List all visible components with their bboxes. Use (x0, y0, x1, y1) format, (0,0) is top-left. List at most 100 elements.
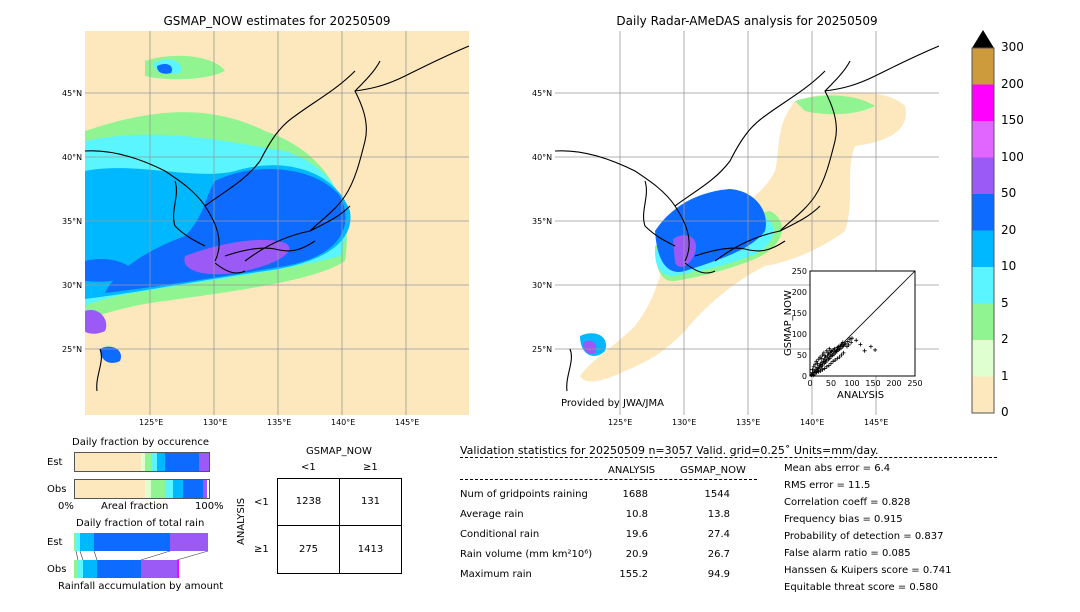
validation-row-gsmap: 27.4 (707, 529, 730, 540)
scatter-point (821, 359, 826, 364)
validation-row-analysis: 155.2 (619, 569, 648, 580)
scatter-point (816, 369, 821, 374)
scatter-diagonal (809, 270, 916, 377)
total-rain-caption: Rainfall accumulation by amount (58, 581, 224, 592)
colorbar-label: 100 (1001, 149, 1024, 164)
validation-score: Hanssen & Kuipers score = 0.741 (784, 565, 952, 576)
scatter-point (834, 348, 839, 353)
validation-row-analysis: 1688 (622, 489, 648, 500)
left-map-title: GSMAP_NOW estimates for 20250509 (163, 14, 391, 28)
colorbar-segment (972, 267, 994, 304)
validation-score: Frequency bias = 0.915 (784, 514, 903, 525)
contingency-value-22: 1413 (357, 544, 384, 555)
scatter-ytick: 50 (797, 351, 807, 360)
colorbar (971, 30, 995, 414)
colorbar-segment (972, 157, 994, 195)
colorbar-extend-arrow (972, 30, 994, 48)
colorbar-label: 50 (1001, 186, 1017, 200)
scatter-point (849, 340, 854, 345)
occurrence-axis-left: 0% (58, 501, 74, 512)
scatter-point (815, 361, 820, 366)
left-lon-135: 135°E (267, 418, 292, 427)
validation-col-rule (460, 479, 757, 480)
validation-score: Mean abs error = 6.4 (784, 463, 891, 474)
colorbar-segment (972, 340, 994, 377)
scatter-point (826, 350, 831, 355)
scatter-point (822, 366, 827, 371)
validation-row-label: Average rain (460, 509, 524, 520)
scatter-point (843, 341, 848, 346)
right-lat-25: 25°N (532, 345, 553, 354)
validation-row-gsmap: 1544 (704, 489, 730, 500)
validation-col-gsmap: GSMAP_NOW (680, 465, 746, 476)
validation-row-gsmap: 94.9 (707, 569, 730, 580)
scatter-xtick: 0 (807, 379, 812, 388)
scatter-ytick: 250 (792, 267, 807, 276)
contingency-row-ge: ≥1 (254, 544, 269, 555)
scatter-point (829, 361, 833, 366)
scatter-point (824, 364, 829, 369)
scatter-point (816, 357, 821, 362)
scatter-point (858, 342, 863, 347)
validation-row-label: Num of gridpoints raining (460, 489, 588, 500)
validation-row-label: Conditional rain (460, 529, 540, 540)
colorbar-label: 150 (1001, 113, 1024, 127)
scatter-point (873, 347, 878, 352)
scatter-ylabel: GSMAP_NOW (783, 290, 794, 356)
scatter-xtick: 100 (844, 379, 859, 388)
scatter-point (846, 342, 851, 347)
validation-score: Correlation coeff = 0.828 (784, 497, 911, 508)
left-lon-145: 145°E (395, 418, 420, 427)
contingency-col-lt: <1 (301, 462, 316, 473)
total-rain-title: Daily fraction of total rain (76, 518, 205, 529)
scatter-point (845, 339, 850, 344)
scatter-point (823, 353, 828, 358)
colorbar-label: 20 (1001, 222, 1017, 237)
colorbar-label: 2 (1001, 332, 1009, 346)
scatter-point (826, 363, 831, 368)
colorbar-label: 200 (1001, 76, 1024, 91)
total-rain-row-obs: Obs (47, 564, 67, 575)
scatter-point (820, 353, 825, 357)
colorbar-segment (972, 303, 994, 341)
scatter-ytick: 200 (792, 288, 807, 297)
scatter-ytick: 0 (802, 372, 807, 381)
validation-score: RMS error = 11.5 (784, 480, 871, 491)
validation-col-analysis: ANALYSIS (608, 465, 656, 476)
scatter-point (827, 346, 832, 351)
scatter-point (814, 359, 819, 364)
scatter-point (833, 358, 838, 363)
scatter-point (831, 359, 836, 364)
right-map-title: Daily Radar-AMeDAS analysis for 20250509 (616, 14, 878, 28)
occurrence-row-obs: Obs (47, 484, 67, 495)
occurrence-bar-obs (74, 479, 210, 499)
scatter-ytick: 100 (792, 330, 807, 339)
validation-row-gsmap: 13.8 (707, 509, 730, 520)
scatter-point (820, 367, 825, 372)
validation-row-gsmap: 26.7 (707, 549, 730, 560)
scatter-point (850, 336, 854, 341)
colorbar-segment (972, 84, 994, 122)
right-lon-135: 135°E (736, 418, 761, 427)
scatter-point (824, 348, 829, 353)
scatter-xlabel: ANALYSIS (837, 390, 885, 401)
scatter-point (818, 368, 823, 373)
colorbar-segment (972, 194, 994, 231)
contingency-value-21: 275 (298, 544, 319, 555)
validation-row-analysis: 20.9 (625, 549, 648, 560)
scatter-point (811, 364, 816, 369)
scatter-xtick: 50 (826, 379, 836, 388)
left-lon-130: 130°E (203, 418, 228, 427)
colorbar-segment (972, 376, 994, 414)
validation-row-label: Rain volume (mm km²10⁶) (460, 549, 593, 560)
colorbar-segment (972, 230, 994, 268)
left-lon-140: 140°E (331, 418, 356, 427)
contingency-row-lt: <1 (254, 497, 269, 508)
left-lat-40: 40°N (62, 153, 83, 162)
left-lon-125: 125°E (139, 418, 164, 427)
scatter-point (840, 340, 845, 345)
contingency-cell-22 (339, 525, 402, 574)
scatter-point (837, 355, 842, 360)
validation-row-analysis: 10.8 (625, 509, 648, 520)
total-rain-bars (74, 533, 209, 578)
